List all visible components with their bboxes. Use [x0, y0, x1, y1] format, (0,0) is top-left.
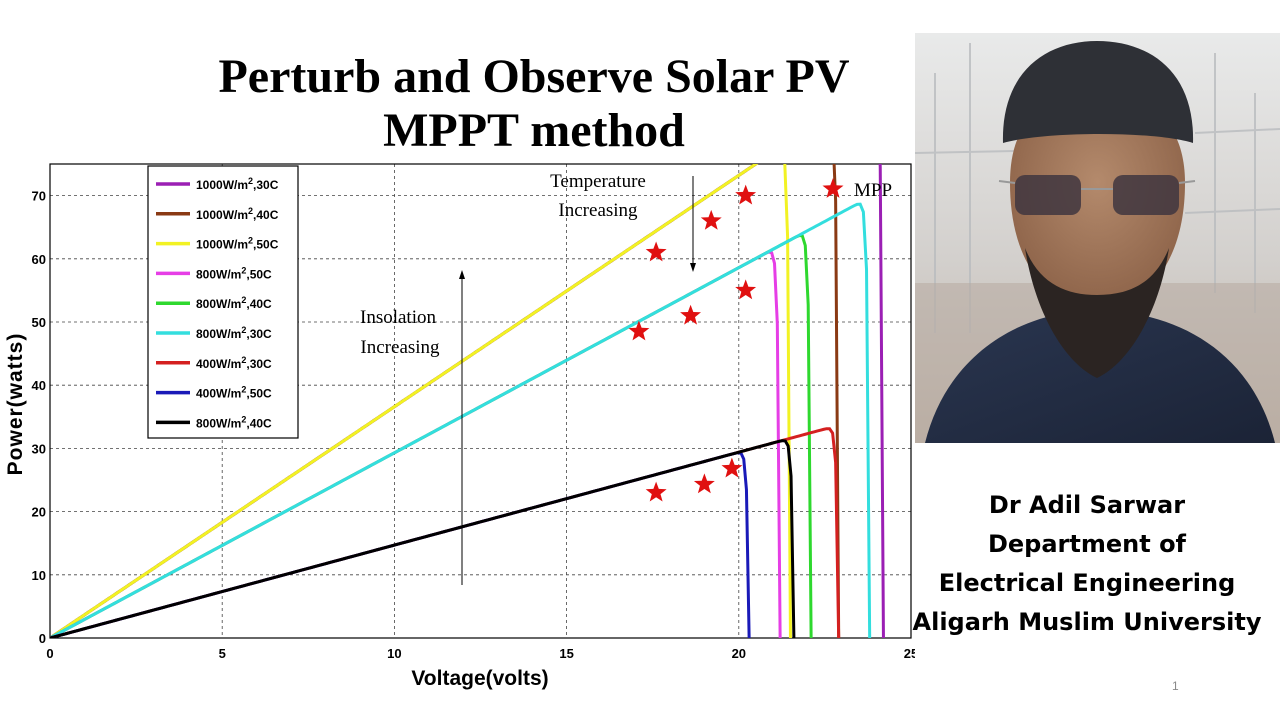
series-line-6 — [50, 202, 872, 638]
mpp-star-2 — [700, 209, 722, 230]
insolation-label-1: Insolation — [360, 307, 436, 328]
mpp-star-6 — [735, 279, 757, 300]
annotations: Insolation Increasing Temperature Increa… — [360, 171, 892, 585]
mpp-star-1 — [735, 184, 757, 205]
plot-frame — [49, 163, 912, 639]
legend-entry-6: 800W/m2,30C — [196, 325, 272, 341]
legend-entry-5: 800W/m2,40C — [196, 295, 272, 311]
slide-title: Perturb and Observe Solar PV MPPT method — [160, 50, 908, 158]
y-tick-label: 70 — [32, 189, 46, 204]
temperature-label-1: Temperature — [550, 171, 646, 192]
x-tick-label: 0 — [46, 646, 53, 661]
x-tick-label: 20 — [732, 646, 746, 661]
legend-entry-8: 400W/m2,50C — [196, 385, 272, 401]
legend-entry-7: 400W/m2,30C — [196, 355, 272, 371]
pv-power-voltage-chart: 0 5 10 15 20 25 0 10 20 30 40 50 60 70 Insolation Inc… — [4, 163, 915, 690]
y-tick-label: 10 — [32, 568, 46, 583]
slide-number: 1 — [1172, 679, 1179, 693]
axes: 0 5 10 15 20 25 0 10 20 30 40 50 60 70 — [32, 189, 915, 661]
title-line-2: MPPT method — [383, 104, 685, 157]
legend-entry-9: 800W/m2,40C — [196, 414, 272, 430]
author-name: Dr Adil Sarwar — [988, 491, 1186, 519]
author-university: Aligarh Muslim University — [912, 608, 1262, 636]
y-tick-label: 50 — [32, 315, 46, 330]
mpp-markers — [628, 184, 757, 502]
temperature-label-2: Increasing — [558, 200, 638, 221]
legend-entry-1: 1000W/m2,30C — [196, 176, 279, 192]
author-department: Department of — [987, 530, 1186, 558]
title-line-1: Perturb and Observe Solar PV — [218, 50, 850, 103]
series-line-9 — [50, 439, 796, 638]
presenter-photo — [915, 33, 1280, 443]
mpp-star-8 — [645, 481, 667, 502]
series-curves — [50, 164, 885, 638]
legend-entry-4: 800W/m2,50C — [196, 265, 272, 281]
x-tick-label: 5 — [219, 646, 226, 661]
y-axis-label: Power(watts) — [4, 333, 27, 476]
mpp-legend-star-icon — [822, 178, 844, 198]
y-tick-label: 60 — [32, 252, 46, 267]
y-tick-label: 20 — [32, 505, 46, 520]
temperature-arrowhead — [690, 263, 696, 272]
mpp-star-9 — [693, 473, 715, 494]
author-info: Dr Adil Sarwar Department of Electrical … — [912, 486, 1262, 642]
mpp-star-4 — [628, 320, 650, 341]
series-line-3 — [50, 164, 792, 638]
y-tick-label: 40 — [32, 378, 46, 393]
mpp-star-7 — [721, 457, 743, 478]
x-tick-label: 15 — [559, 646, 573, 661]
x-tick-label: 10 — [387, 646, 401, 661]
legend-entry-3: 1000W/m2,50C — [196, 236, 279, 252]
author-field: Electrical Engineering — [938, 569, 1236, 597]
x-axis-label: Voltage(volts) — [411, 667, 548, 690]
mpp-star-5 — [680, 304, 701, 325]
x-tick-label: 25 — [904, 646, 915, 661]
legend-entry-2: 1000W/m2,40C — [196, 206, 279, 222]
insolation-arrowhead — [459, 270, 465, 279]
y-tick-label: 30 — [32, 441, 46, 456]
insolation-label-2: Increasing — [360, 337, 440, 358]
mpp-legend-label: MPP — [854, 180, 892, 201]
mpp-star-3 — [645, 241, 667, 262]
y-tick-label: 0 — [39, 631, 46, 646]
presenter-portrait-image — [915, 33, 1280, 443]
legend: 1000W/m2,30C 1000W/m2,40C 1000W/m2,50C 800W… — [147, 165, 299, 439]
